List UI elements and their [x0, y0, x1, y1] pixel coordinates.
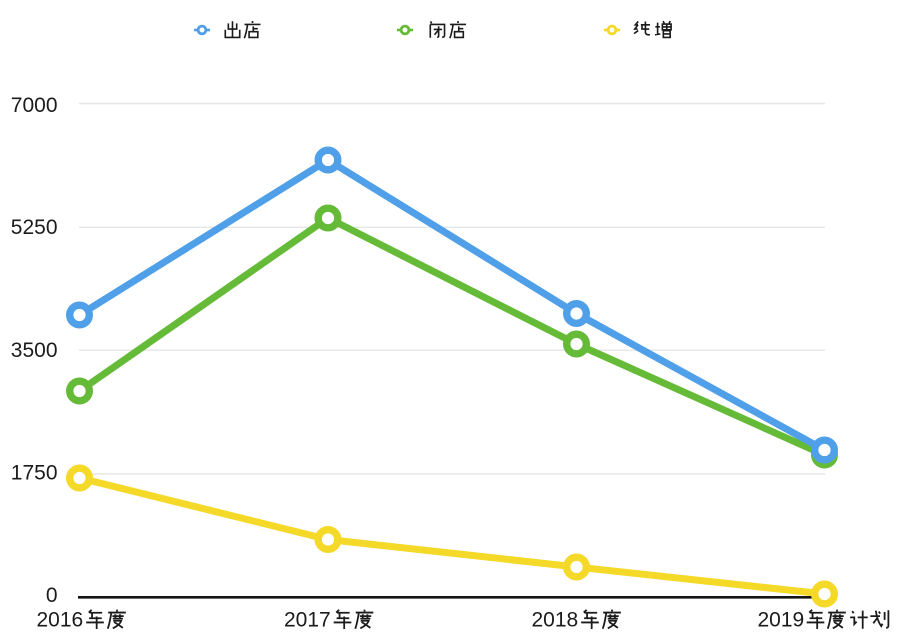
svg-text:3500: 3500: [11, 339, 58, 362]
svg-text:2019: 2019: [758, 609, 805, 632]
svg-text:7000: 7000: [11, 94, 58, 117]
svg-text:2018: 2018: [532, 609, 579, 632]
svg-text:1750: 1750: [11, 462, 58, 485]
svg-text:5250: 5250: [11, 216, 58, 239]
svg-text:0: 0: [46, 584, 58, 607]
svg-text:2016: 2016: [37, 609, 84, 632]
svg-text:2017: 2017: [284, 609, 331, 632]
